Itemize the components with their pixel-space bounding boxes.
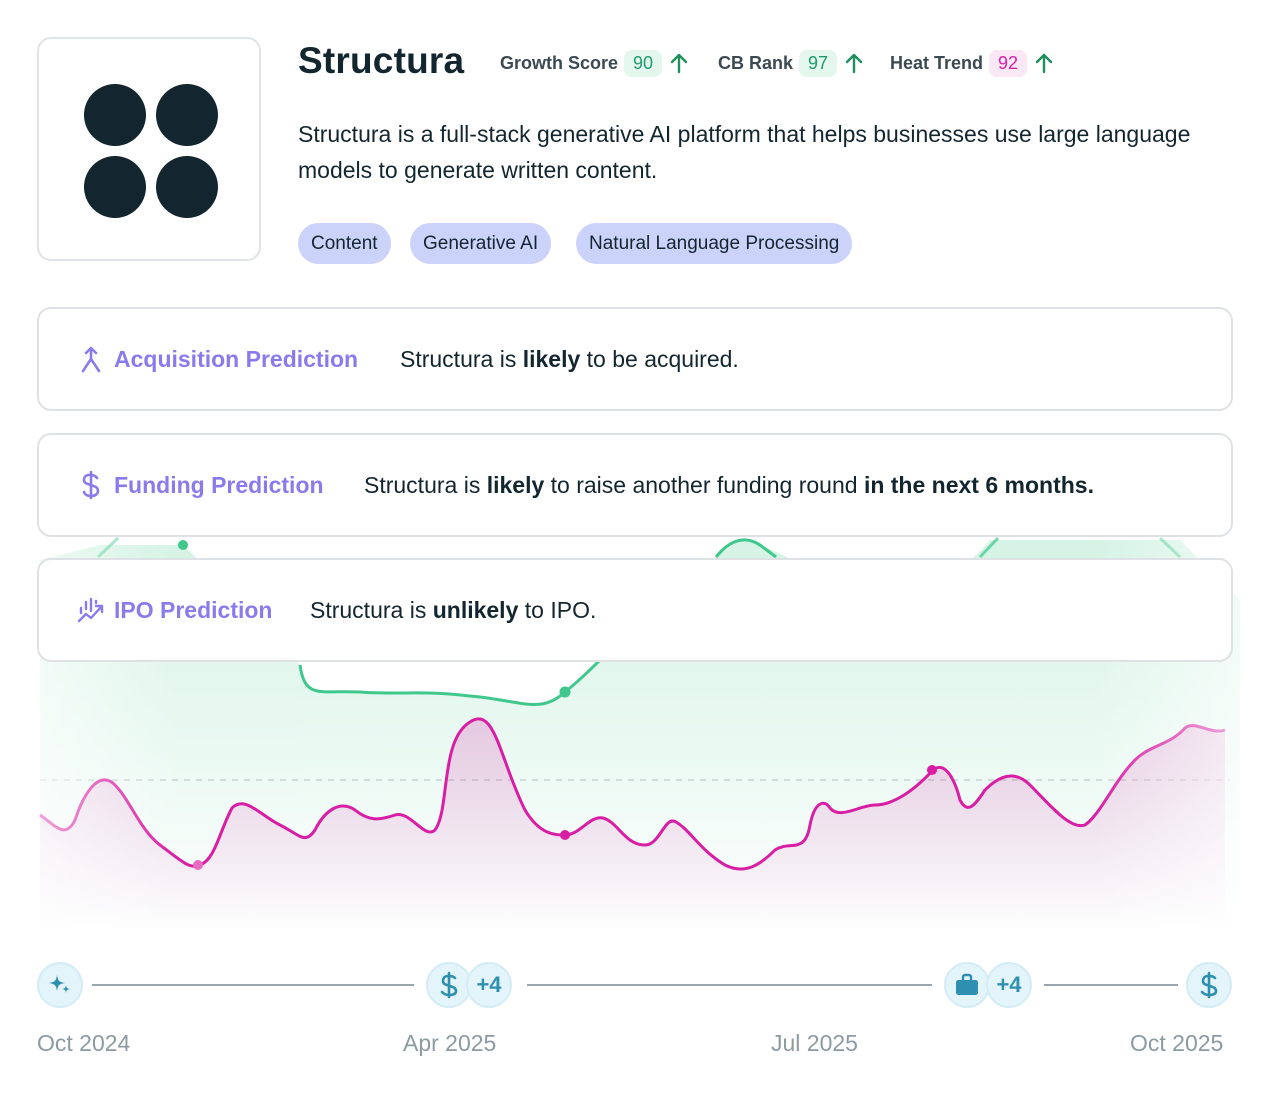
timeline-event-more[interactable]: +4 [986, 962, 1032, 1008]
metric-value: 97 [799, 49, 838, 77]
arrow-up-icon [845, 53, 863, 74]
growth-score-metric[interactable]: Growth Score 90 [500, 47, 690, 79]
arrow-up-icon [670, 53, 688, 74]
logo-dot [156, 84, 218, 146]
funding-prediction-text: Structura is likely to raise another fun… [364, 471, 1094, 498]
timeline-event-funding[interactable] [1186, 962, 1232, 1008]
timeline-segment [527, 984, 932, 986]
funding-prediction-label: Funding Prediction [114, 471, 324, 498]
dollar-icon [82, 470, 100, 500]
metric-label: CB Rank [718, 52, 794, 73]
timeline-date: Jul 2025 [771, 1030, 858, 1056]
timeline-segment [92, 984, 414, 986]
cb-rank-metric[interactable]: CB Rank 97 [718, 47, 865, 79]
company-description: Structura is a full-stack generative AI … [298, 121, 1191, 183]
dollar-icon [440, 971, 458, 999]
timeline-event-sparkle[interactable] [37, 962, 83, 1008]
timeline-date: Apr 2025 [403, 1030, 497, 1056]
merge-arrow-icon [81, 346, 101, 373]
logo-dot [156, 156, 218, 218]
tag-generative-ai[interactable]: Generative AI [410, 223, 552, 264]
tag-natural-language-processing[interactable]: Natural Language Processing [576, 223, 853, 264]
heat-trend-metric[interactable]: Heat Trend 92 [890, 47, 1055, 79]
timeline-event-more[interactable]: +4 [466, 962, 512, 1008]
ipo-prediction-text: Structura is unlikely to IPO. [310, 596, 597, 623]
logo-dot [84, 84, 146, 146]
chart-growth-icon [77, 597, 104, 623]
timeline-event-acquisition[interactable] [944, 962, 990, 1008]
timeline-segment [1044, 984, 1178, 986]
logo-dot [84, 156, 146, 218]
company-name: Structura [298, 40, 465, 81]
sparkle-icon [49, 975, 70, 993]
acquisition-prediction-card[interactable]: Acquisition Prediction Structura is like… [37, 307, 1233, 411]
metric-label: Heat Trend [890, 52, 984, 73]
ipo-prediction-label: IPO Prediction [114, 596, 273, 623]
metric-value: 90 [624, 49, 663, 77]
tag-content[interactable]: Content [298, 223, 391, 264]
metric-value: 92 [989, 49, 1028, 77]
dollar-icon [1200, 971, 1218, 999]
acquisition-prediction-label: Acquisition Prediction [114, 345, 359, 372]
ipo-prediction-card[interactable]: IPO Prediction Structura is unlikely to … [37, 558, 1233, 662]
timeline-date: Oct 2025 [1130, 1030, 1224, 1056]
acquisition-prediction-text: Structura is likely to be acquired. [400, 345, 739, 372]
company-logo [37, 37, 261, 261]
metric-label: Growth Score [500, 52, 619, 73]
arrow-up-icon [1035, 53, 1053, 74]
briefcase-icon [956, 973, 978, 995]
timeline-date: Oct 2024 [37, 1030, 131, 1056]
funding-prediction-card[interactable]: Funding Prediction Structura is likely t… [37, 433, 1233, 537]
